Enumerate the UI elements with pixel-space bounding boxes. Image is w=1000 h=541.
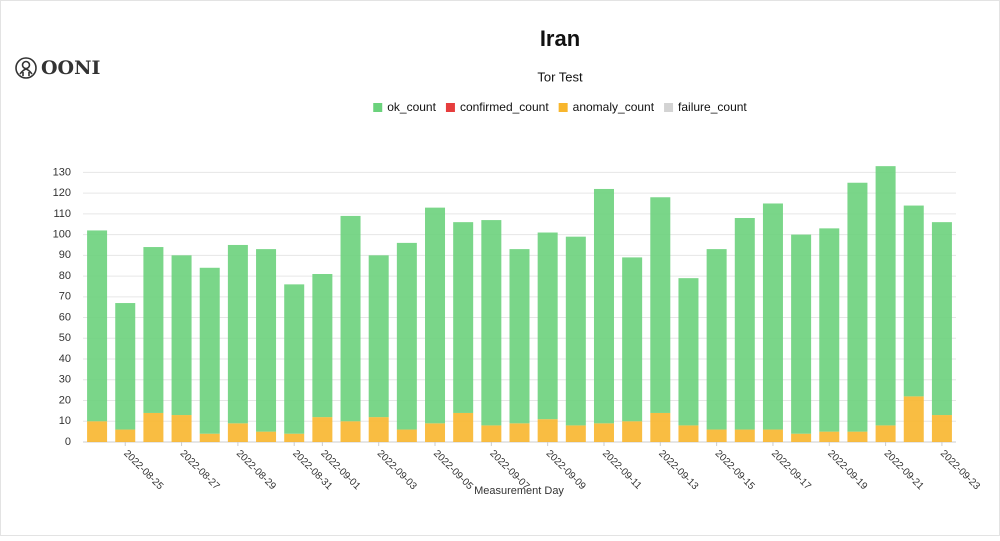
bar-segment [227,244,248,424]
bar-segment [593,188,614,424]
y-tick-label: 20 [59,394,71,406]
bar-segment [340,421,361,442]
bar-segment [847,431,868,442]
bar-segment [143,247,164,413]
y-tick-label: 10 [59,415,71,427]
bar-segment [762,429,783,442]
bar-segment [509,249,530,424]
legend-swatch [558,103,568,112]
bar-segment [593,423,614,442]
y-tick-label: 30 [59,374,71,386]
bar-segment [87,421,108,442]
bar-segment [819,228,840,432]
bar-segment [453,222,474,413]
bar-segment [312,417,333,442]
chart-subtitle: Tor Test [537,69,583,84]
bar-segment [931,222,952,416]
x-axis-title: Measurement Day [474,485,564,497]
legend-swatch [373,103,383,112]
bar-segment [171,415,192,442]
y-tick-label: 120 [53,187,71,199]
bar-segment [481,220,502,426]
bar-segment [199,433,220,442]
legend-swatch [445,103,455,112]
y-tick-label: 110 [53,208,71,220]
bar-segment [734,429,755,442]
legend-label: confirmed_count [460,100,549,114]
bar-segment [565,236,586,426]
bar-segment [791,234,812,434]
bar-segment [537,232,558,420]
y-tick-label: 130 [53,166,71,178]
bar-segment [312,274,333,418]
y-tick-label: 100 [53,228,71,240]
bar-segment [537,419,558,442]
bar-segment [650,197,671,413]
bar-segment [875,425,896,442]
bar-segment [650,412,671,442]
y-tick-label: 40 [59,353,71,365]
bar-segment [847,182,868,432]
bar-segment [931,415,952,442]
bar-segment [368,417,389,442]
legend-label: ok_count [387,100,436,114]
bar-segment [706,249,727,430]
bar-segment [622,421,643,442]
y-tick-label: 70 [59,291,71,303]
chart-title: Iran [540,26,580,51]
bar-segment [481,425,502,442]
bar-segment [678,278,699,426]
bar-segment [875,166,896,426]
bar-segment [340,215,361,422]
legend-swatch [664,103,674,112]
bar-segment [199,267,220,434]
bar-segment [791,433,812,442]
legend-label: failure_count [678,100,747,114]
bar-segment [762,203,783,430]
bar-segment [115,429,136,442]
bar-segment [256,249,277,432]
bar-segment [453,412,474,442]
legend-label: anomaly_count [573,100,655,114]
bar-segment [368,255,389,418]
bar-segment [622,257,643,422]
y-tick-label: 80 [59,270,71,282]
bar-segment [256,431,277,442]
y-tick-label: 60 [59,311,71,323]
bar-segment [425,423,446,442]
bar-segment [819,431,840,442]
bar-segment [171,255,192,416]
bar-segment [706,429,727,442]
logo-icon [15,57,37,79]
y-tick-label: 0 [65,436,71,448]
bar-segment [734,218,755,430]
bar-segment [903,396,924,442]
bar-segment [143,412,164,442]
bar-segment [115,303,136,430]
bar-segment [509,423,530,442]
logo: OONI [41,57,100,79]
bar-segment [396,429,417,442]
bar-segment [396,242,417,430]
bar-segment [565,425,586,442]
bar-segment [87,230,108,422]
y-tick-label: 90 [59,249,71,261]
bar-segment [284,284,305,434]
bar-segment [227,423,248,442]
bar-segment [903,205,924,397]
y-tick-label: 50 [59,332,71,344]
bar-segment [678,425,699,442]
bar-segment [425,207,446,424]
bar-segment [284,433,305,442]
